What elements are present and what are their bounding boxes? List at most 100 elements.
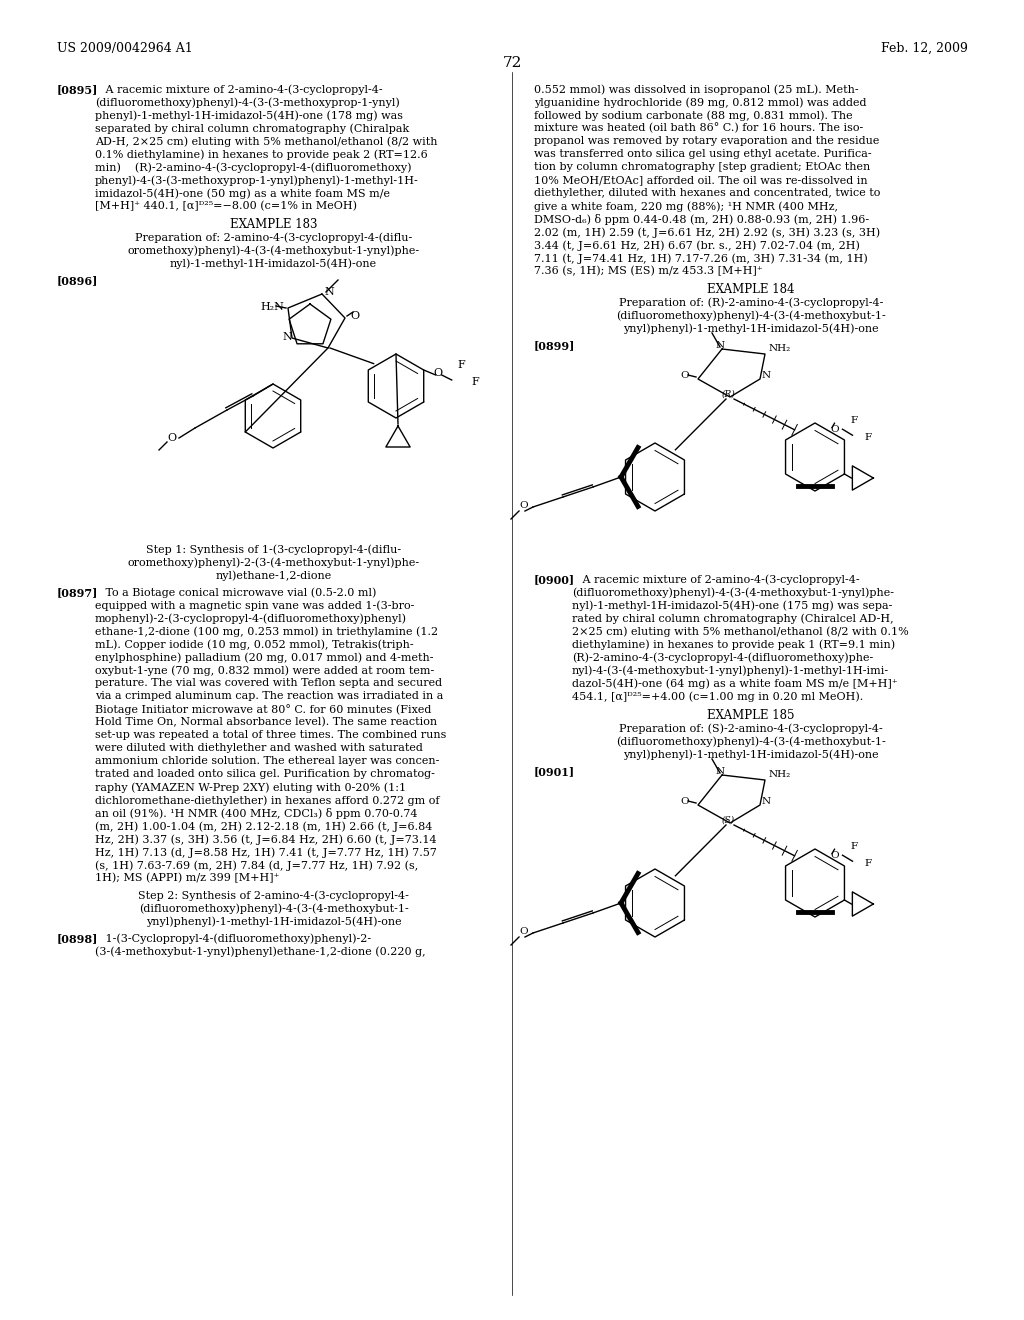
Text: EXAMPLE 185: EXAMPLE 185 xyxy=(708,709,795,722)
Text: ynyl)phenyl)-1-methyl-1H-imidazol-5(4H)-one: ynyl)phenyl)-1-methyl-1H-imidazol-5(4H)-… xyxy=(145,916,401,927)
Text: 7.36 (s, 1H); MS (ES) m/z 453.3 [M+H]⁺: 7.36 (s, 1H); MS (ES) m/z 453.3 [M+H]⁺ xyxy=(534,267,763,276)
Text: To a Biotage conical microwave vial (0.5-2.0 ml): To a Biotage conical microwave vial (0.5… xyxy=(95,587,377,598)
Text: [0898]: [0898] xyxy=(57,933,98,944)
Text: an oil (91%). ¹H NMR (400 MHz, CDCl₃) δ ppm 0.70-0.74: an oil (91%). ¹H NMR (400 MHz, CDCl₃) δ … xyxy=(95,808,418,818)
Text: trated and loaded onto silica gel. Purification by chromatog-: trated and loaded onto silica gel. Purif… xyxy=(95,770,435,779)
Text: N: N xyxy=(282,333,292,342)
Text: rated by chiral column chromatography (Chiralcel AD-H,: rated by chiral column chromatography (C… xyxy=(572,612,894,623)
Text: O: O xyxy=(519,927,527,936)
Text: was transferred onto silica gel using ethyl acetate. Purifica-: was transferred onto silica gel using et… xyxy=(534,149,871,158)
Text: (R)-2-amino-4-(3-cyclopropyl-4-(difluoromethoxy)phe-: (R)-2-amino-4-(3-cyclopropyl-4-(difluoro… xyxy=(572,652,873,663)
Text: diethylether, diluted with hexanes and concentrated, twice to: diethylether, diluted with hexanes and c… xyxy=(534,187,881,198)
Text: O: O xyxy=(680,371,688,380)
Text: 1-(3-Cyclopropyl-4-(difluoromethoxy)phenyl)-2-: 1-(3-Cyclopropyl-4-(difluoromethoxy)phen… xyxy=(95,933,371,944)
Text: 454.1, [α]ᴰ²⁵=+4.00 (c=1.00 mg in 0.20 ml MeOH).: 454.1, [α]ᴰ²⁵=+4.00 (c=1.00 mg in 0.20 m… xyxy=(572,690,863,701)
Text: (difluoromethoxy)phenyl)-4-(3-(4-methoxybut-1-: (difluoromethoxy)phenyl)-4-(3-(4-methoxy… xyxy=(616,310,886,321)
Text: min)    (R)-2-amino-4-(3-cyclopropyl-4-(difluoromethoxy): min) (R)-2-amino-4-(3-cyclopropyl-4-(dif… xyxy=(95,162,412,173)
Text: 0.1% diethylamine) in hexanes to provide peak 2 (RT=12.6: 0.1% diethylamine) in hexanes to provide… xyxy=(95,149,428,160)
Text: F: F xyxy=(864,859,871,869)
Text: separated by chiral column chromatography (Chiralpak: separated by chiral column chromatograph… xyxy=(95,123,410,133)
Text: 2.02 (m, 1H) 2.59 (t, J=6.61 Hz, 2H) 2.92 (s, 3H) 3.23 (s, 3H): 2.02 (m, 1H) 2.59 (t, J=6.61 Hz, 2H) 2.9… xyxy=(534,227,880,238)
Text: NH₂: NH₂ xyxy=(769,345,792,352)
Text: [0899]: [0899] xyxy=(534,341,575,351)
Text: [M+H]⁺ 440.1, [α]ᴰ²⁵=−8.00 (c=1% in MeOH): [M+H]⁺ 440.1, [α]ᴰ²⁵=−8.00 (c=1% in MeOH… xyxy=(95,201,357,211)
Text: Preparation of: (R)-2-amino-4-(3-cyclopropyl-4-: Preparation of: (R)-2-amino-4-(3-cyclopr… xyxy=(618,297,883,308)
Text: enylphosphine) palladium (20 mg, 0.017 mmol) and 4-meth-: enylphosphine) palladium (20 mg, 0.017 m… xyxy=(95,652,433,663)
Text: O: O xyxy=(434,368,442,378)
Text: O: O xyxy=(167,433,176,444)
Text: 72: 72 xyxy=(503,55,521,70)
Text: Preparation of: (S)-2-amino-4-(3-cyclopropyl-4-: Preparation of: (S)-2-amino-4-(3-cyclopr… xyxy=(620,723,883,734)
Text: EXAMPLE 183: EXAMPLE 183 xyxy=(229,218,317,231)
Text: (difluoromethoxy)phenyl)-4-(3-(3-methoxyprop-1-ynyl): (difluoromethoxy)phenyl)-4-(3-(3-methoxy… xyxy=(95,96,399,107)
Text: via a crimped aluminum cap. The reaction was irradiated in a: via a crimped aluminum cap. The reaction… xyxy=(95,690,443,701)
Text: N: N xyxy=(716,767,725,776)
Text: set-up was repeated a total of three times. The combined runs: set-up was repeated a total of three tim… xyxy=(95,730,446,741)
Text: (3-(4-methoxybut-1-ynyl)phenyl)ethane-1,2-dione (0.220 g,: (3-(4-methoxybut-1-ynyl)phenyl)ethane-1,… xyxy=(95,946,426,957)
Text: F: F xyxy=(864,433,871,442)
Text: diethylamine) in hexanes to provide peak 1 (RT=9.1 min): diethylamine) in hexanes to provide peak… xyxy=(572,639,895,649)
Text: give a white foam, 220 mg (88%); ¹H NMR (400 MHz,: give a white foam, 220 mg (88%); ¹H NMR … xyxy=(534,201,838,211)
Text: DMSO-d₆) δ ppm 0.44-0.48 (m, 2H) 0.88-0.93 (m, 2H) 1.96-: DMSO-d₆) δ ppm 0.44-0.48 (m, 2H) 0.88-0.… xyxy=(534,214,869,224)
Text: 0.552 mmol) was dissolved in isopropanol (25 mL). Meth-: 0.552 mmol) was dissolved in isopropanol… xyxy=(534,84,859,95)
Text: phenyl)-1-methyl-1H-imidazol-5(4H)-one (178 mg) was: phenyl)-1-methyl-1H-imidazol-5(4H)-one (… xyxy=(95,110,403,120)
Text: (R): (R) xyxy=(722,389,736,399)
Text: F: F xyxy=(851,416,858,425)
Text: ammonium chloride solution. The ethereal layer was concen-: ammonium chloride solution. The ethereal… xyxy=(95,756,439,766)
Text: followed by sodium carbonate (88 mg, 0.831 mmol). The: followed by sodium carbonate (88 mg, 0.8… xyxy=(534,110,853,120)
Text: oromethoxy)phenyl)-4-(3-(4-methoxybut-1-ynyl)phe-: oromethoxy)phenyl)-4-(3-(4-methoxybut-1-… xyxy=(127,246,420,256)
Text: Feb. 12, 2009: Feb. 12, 2009 xyxy=(881,42,968,55)
Text: O: O xyxy=(350,312,359,321)
Text: [0895]: [0895] xyxy=(57,84,98,95)
Text: [0897]: [0897] xyxy=(57,587,98,598)
Text: EXAMPLE 184: EXAMPLE 184 xyxy=(708,282,795,296)
Text: propanol was removed by rotary evaporation and the residue: propanol was removed by rotary evaporati… xyxy=(534,136,880,147)
Text: nyl)-4-(3-(4-methoxybut-1-ynyl)phenyl)-1-methyl-1H-imi-: nyl)-4-(3-(4-methoxybut-1-ynyl)phenyl)-1… xyxy=(572,665,889,676)
Text: A racemic mixture of 2-amino-4-(3-cyclopropyl-4-: A racemic mixture of 2-amino-4-(3-cyclop… xyxy=(572,574,859,585)
Text: Step 1: Synthesis of 1-(3-cyclopropyl-4-(diflu-: Step 1: Synthesis of 1-(3-cyclopropyl-4-… xyxy=(146,544,401,554)
Text: ethane-1,2-dione (100 mg, 0.253 mmol) in triethylamine (1.2: ethane-1,2-dione (100 mg, 0.253 mmol) in… xyxy=(95,626,438,636)
Text: NH₂: NH₂ xyxy=(769,770,792,779)
Text: 10% MeOH/EtOAc] afforded oil. The oil was re-dissolved in: 10% MeOH/EtOAc] afforded oil. The oil wa… xyxy=(534,176,867,185)
Text: equipped with a magnetic spin vane was added 1-(3-bro-: equipped with a magnetic spin vane was a… xyxy=(95,601,415,611)
Text: 7.11 (t, J=74.41 Hz, 1H) 7.17-7.26 (m, 3H) 7.31-34 (m, 1H): 7.11 (t, J=74.41 Hz, 1H) 7.17-7.26 (m, 3… xyxy=(534,253,867,264)
Text: raphy (YAMAZEN W-Prep 2XY) eluting with 0-20% (1:1: raphy (YAMAZEN W-Prep 2XY) eluting with … xyxy=(95,781,407,792)
Text: N: N xyxy=(762,371,771,380)
Text: 1H); MS (APPI) m/z 399 [M+H]⁺: 1H); MS (APPI) m/z 399 [M+H]⁺ xyxy=(95,873,280,883)
Text: (difluoromethoxy)phenyl)-4-(3-(4-methoxybut-1-ynyl)phe-: (difluoromethoxy)phenyl)-4-(3-(4-methoxy… xyxy=(572,587,894,598)
Text: [0900]: [0900] xyxy=(534,574,575,585)
Text: F: F xyxy=(458,360,466,370)
Text: mophenyl)-2-(3-cyclopropyl-4-(difluoromethoxy)phenyl): mophenyl)-2-(3-cyclopropyl-4-(difluorome… xyxy=(95,612,407,623)
Text: ylguanidine hydrochloride (89 mg, 0.812 mmol) was added: ylguanidine hydrochloride (89 mg, 0.812 … xyxy=(534,96,866,107)
Text: mixture was heated (oil bath 86° C.) for 16 hours. The iso-: mixture was heated (oil bath 86° C.) for… xyxy=(534,123,863,133)
Text: oromethoxy)phenyl)-2-(3-(4-methoxybut-1-ynyl)phe-: oromethoxy)phenyl)-2-(3-(4-methoxybut-1-… xyxy=(127,557,420,568)
Text: H₂N: H₂N xyxy=(260,302,284,312)
Text: perature. The vial was covered with Teflon septa and secured: perature. The vial was covered with Tefl… xyxy=(95,678,442,688)
Text: were diluted with diethylether and washed with saturated: were diluted with diethylether and washe… xyxy=(95,743,423,752)
Text: nyl)-1-methyl-1H-imidazol-5(4H)-one (175 mg) was sepa-: nyl)-1-methyl-1H-imidazol-5(4H)-one (175… xyxy=(572,601,892,611)
Text: O: O xyxy=(830,851,839,861)
Text: Step 2: Synthesis of 2-amino-4-(3-cyclopropyl-4-: Step 2: Synthesis of 2-amino-4-(3-cyclop… xyxy=(138,890,409,900)
Text: dichloromethane-diethylether) in hexanes afford 0.272 gm of: dichloromethane-diethylether) in hexanes… xyxy=(95,795,439,805)
Text: AD-H, 2×25 cm) eluting with 5% methanol/ethanol (8/2 with: AD-H, 2×25 cm) eluting with 5% methanol/… xyxy=(95,136,437,147)
Text: (difluoromethoxy)phenyl)-4-(3-(4-methoxybut-1-: (difluoromethoxy)phenyl)-4-(3-(4-methoxy… xyxy=(616,737,886,747)
Text: nyl)ethane-1,2-dione: nyl)ethane-1,2-dione xyxy=(215,570,332,581)
Text: (s, 1H) 7.63-7.69 (m, 2H) 7.84 (d, J=7.77 Hz, 1H) 7.92 (s,: (s, 1H) 7.63-7.69 (m, 2H) 7.84 (d, J=7.7… xyxy=(95,861,418,871)
Text: oxybut-1-yne (70 mg, 0.832 mmol) were added at room tem-: oxybut-1-yne (70 mg, 0.832 mmol) were ad… xyxy=(95,665,434,676)
Text: A racemic mixture of 2-amino-4-(3-cyclopropyl-4-: A racemic mixture of 2-amino-4-(3-cyclop… xyxy=(95,84,383,95)
Text: Biotage Initiator microwave at 80° C. for 60 minutes (Fixed: Biotage Initiator microwave at 80° C. fo… xyxy=(95,704,431,715)
Text: tion by column chromatography [step gradient; EtOAc then: tion by column chromatography [step grad… xyxy=(534,162,870,172)
Text: O: O xyxy=(519,502,527,510)
Text: US 2009/0042964 A1: US 2009/0042964 A1 xyxy=(57,42,193,55)
Text: N: N xyxy=(762,797,771,807)
Text: N: N xyxy=(324,286,334,297)
Text: Hz, 1H) 7.13 (d, J=8.58 Hz, 1H) 7.41 (t, J=7.77 Hz, 1H) 7.57: Hz, 1H) 7.13 (d, J=8.58 Hz, 1H) 7.41 (t,… xyxy=(95,847,437,858)
Text: Hz, 2H) 3.37 (s, 3H) 3.56 (t, J=6.84 Hz, 2H) 6.60 (t, J=73.14: Hz, 2H) 3.37 (s, 3H) 3.56 (t, J=6.84 Hz,… xyxy=(95,834,436,845)
Text: [0896]: [0896] xyxy=(57,275,98,286)
Text: (m, 2H) 1.00-1.04 (m, 2H) 2.12-2.18 (m, 1H) 2.66 (t, J=6.84: (m, 2H) 1.00-1.04 (m, 2H) 2.12-2.18 (m, … xyxy=(95,821,432,832)
Text: O: O xyxy=(680,797,688,807)
Text: (difluoromethoxy)phenyl)-4-(3-(4-methoxybut-1-: (difluoromethoxy)phenyl)-4-(3-(4-methoxy… xyxy=(138,903,409,913)
Text: F: F xyxy=(472,378,479,387)
Text: (S): (S) xyxy=(722,816,735,825)
Text: phenyl)-4-(3-(3-methoxyprop-1-ynyl)phenyl)-1-methyl-1H-: phenyl)-4-(3-(3-methoxyprop-1-ynyl)pheny… xyxy=(95,176,419,186)
